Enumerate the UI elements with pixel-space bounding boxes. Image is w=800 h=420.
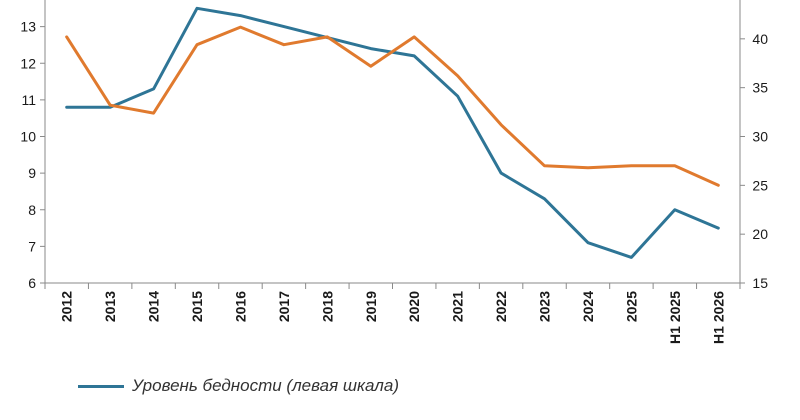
x-tick-label: 2017	[276, 291, 292, 322]
right-tick-label: 25	[752, 177, 768, 193]
right-tick-label: 20	[752, 226, 768, 242]
x-tick-label: 2019	[363, 291, 379, 322]
left-tick-label: 10	[20, 129, 36, 145]
legend-swatch-poverty	[78, 384, 124, 388]
right-tick-label: 40	[752, 31, 768, 47]
left-tick-label: 7	[28, 238, 36, 254]
x-tick-label: 2012	[59, 291, 75, 322]
left-tick-label: 11	[21, 92, 36, 108]
left-tick-label: 13	[20, 19, 36, 35]
x-tick-label: 2020	[406, 291, 422, 322]
x-tick-label: 2015	[189, 291, 205, 322]
x-tick-label: 2022	[493, 291, 509, 322]
x-tick-label: H1 2025	[667, 291, 683, 344]
series-line-poverty	[65, 6, 720, 259]
x-tick-label: 2018	[319, 291, 335, 322]
x-tick-label: H1 2026	[710, 291, 726, 344]
x-tick-label: 2024	[580, 291, 596, 322]
left-tick-label: 12	[20, 55, 36, 71]
series-line-right-axis	[65, 25, 720, 187]
chart-series	[65, 6, 720, 259]
left-tick-label: 9	[28, 165, 36, 181]
x-tick-label: 2013	[102, 291, 118, 322]
right-tick-label: 15	[752, 275, 768, 291]
legend: Уровень бедности (левая шкала)	[78, 376, 399, 396]
left-tick-label: 8	[28, 202, 36, 218]
legend-label-poverty: Уровень бедности (левая шкала)	[132, 376, 399, 395]
right-tick-label: 30	[752, 129, 768, 145]
x-tick-label: 2021	[450, 291, 466, 322]
x-tick-label: 2016	[232, 291, 248, 322]
right-tick-label: 35	[752, 80, 768, 96]
x-tick-label: 2014	[146, 291, 162, 322]
x-tick-label: 2025	[623, 291, 639, 322]
x-tick-label: 2023	[537, 291, 553, 322]
left-tick-label: 6	[28, 275, 36, 291]
